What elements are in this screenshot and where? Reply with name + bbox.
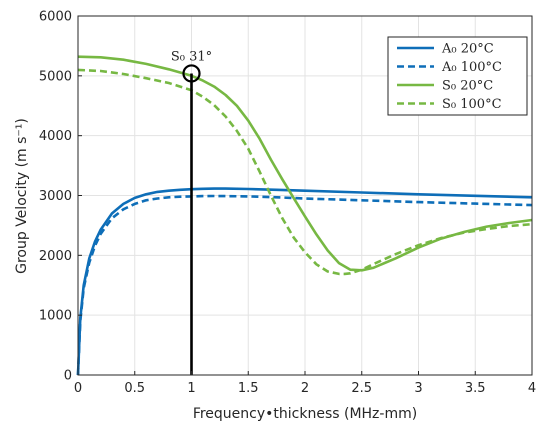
- x-tick-label: 3: [414, 381, 422, 396]
- y-tick-label: 2000: [39, 249, 72, 264]
- x-tick-label: 2: [301, 381, 309, 396]
- x-tick-label: 0.5: [124, 381, 145, 396]
- y-tick-label: 5000: [39, 69, 72, 84]
- y-axis-label: Group Velocity (m s⁻¹): [14, 118, 30, 274]
- y-tick-label: 0: [64, 369, 72, 384]
- legend-label: A₀ 20°C: [441, 42, 494, 57]
- series-line-4: [77, 68, 533, 276]
- legend-label: S₀ 100°C: [442, 97, 502, 112]
- y-tick-label: 1000: [39, 309, 72, 324]
- x-axis-label: Frequency•thickness (MHz-mm): [193, 406, 417, 422]
- marker-circle: [182, 64, 201, 83]
- x-tick-label: 2.5: [351, 381, 372, 396]
- series-line-1: [76, 187, 533, 376]
- legend-label: A₀ 100°C: [441, 60, 502, 75]
- x-tick-label: 3.5: [465, 381, 486, 396]
- legend-label: S₀ 20°C: [442, 79, 493, 94]
- ticks-group: 0 0.5 1 1.5 2 2.5 3 3.5 4 0 1000 2000 3000 4000 5000 60…: [39, 10, 536, 397]
- y-tick-label: 6000: [39, 10, 72, 25]
- y-tick-label: 3000: [39, 189, 72, 204]
- annotation-group: S₀ 31°: [171, 49, 212, 375]
- annotation-label: S₀ 31°: [171, 49, 212, 64]
- x-tick-label: 0: [74, 381, 82, 396]
- series-line-2: [76, 194, 533, 376]
- x-tick-label: 4: [528, 381, 536, 396]
- x-tick-label: 1.5: [238, 381, 259, 396]
- x-tick-label: 1: [187, 381, 195, 396]
- y-tick-label: 4000: [39, 129, 72, 144]
- legend-box: [387, 36, 528, 116]
- legend: A₀ 20°C A₀ 100°C S₀ 20°C S₀ 100°C: [387, 36, 528, 116]
